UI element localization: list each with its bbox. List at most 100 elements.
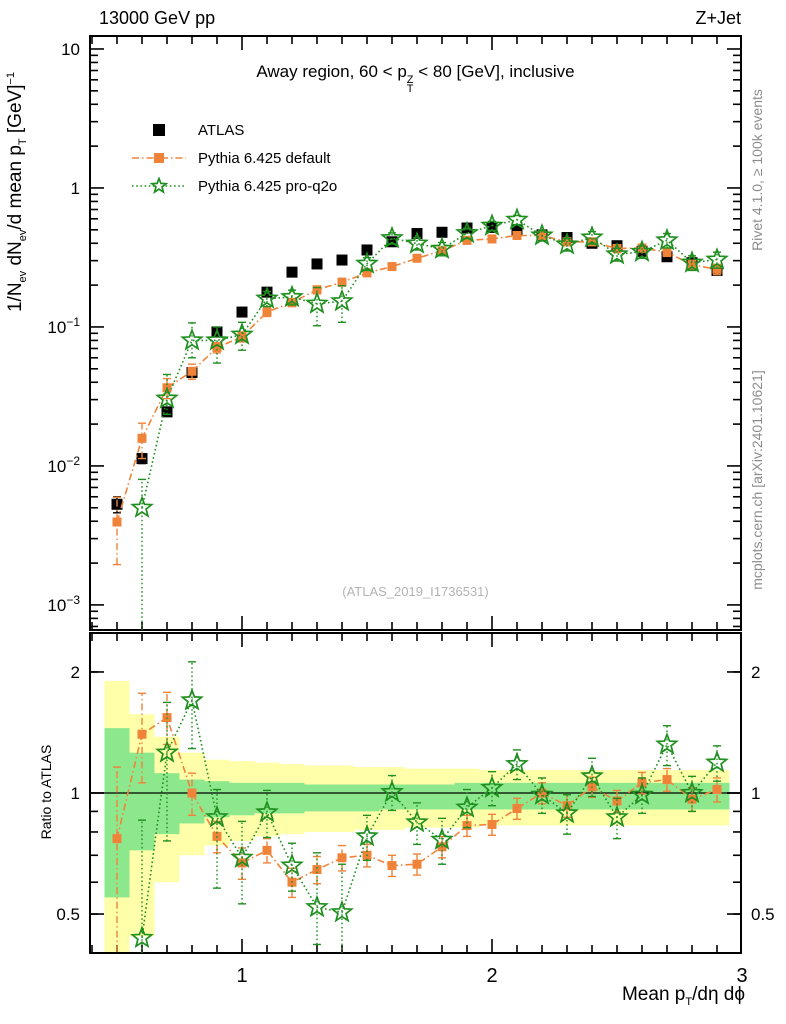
data-point <box>212 343 222 353</box>
data-point <box>236 306 248 318</box>
xlab-p2: /dη dϕ <box>692 984 745 1005</box>
data-point <box>387 861 397 871</box>
data-point <box>280 853 304 876</box>
panel-title-post: < 80 [GeV], inclusive <box>413 62 575 81</box>
legend-label-pythia-proq2o: Pythia 6.425 pro-q2o <box>198 177 338 195</box>
legend-label-pythia-default: Pythia 6.425 default <box>198 149 331 167</box>
y-axis-label-ratio: Ratio to ATLAS <box>38 744 54 840</box>
data-point <box>305 291 329 314</box>
data-point <box>505 207 529 230</box>
data-point <box>687 794 697 804</box>
series-line <box>141 697 718 939</box>
data-point <box>355 823 379 847</box>
data-point <box>505 751 529 775</box>
data-point <box>480 775 504 798</box>
data-point <box>380 225 404 249</box>
pt-z-sup: Z <box>406 74 414 86</box>
band-inner <box>429 784 455 810</box>
data-point <box>680 780 704 804</box>
x-tick-label: 2 <box>486 965 497 987</box>
ylab-p7: −1 <box>5 71 17 85</box>
ylab-p4: /d mean p <box>5 145 26 230</box>
series-pythia-6-425-pro-q2o <box>130 207 729 630</box>
data-point <box>630 782 654 805</box>
data-point <box>305 894 329 918</box>
data-point <box>655 731 679 755</box>
ylab-p5: T <box>17 138 29 146</box>
series-line <box>116 234 718 523</box>
data-point <box>187 366 197 376</box>
y-tick-label: 10−1 <box>47 315 80 337</box>
data-point <box>286 266 298 278</box>
data-point <box>112 517 122 527</box>
ylab-p2: dN <box>5 241 26 271</box>
legend-marker-glyph <box>132 176 186 194</box>
data-point <box>580 763 604 787</box>
analysis-watermark: (ATLAS_2019_I1736531) <box>342 584 489 599</box>
data-point <box>562 801 572 811</box>
data-point <box>462 821 472 831</box>
data-point <box>530 782 554 805</box>
data-point <box>262 845 272 855</box>
data-point <box>362 268 372 278</box>
ratio-tick-label-left: 0.5 <box>56 905 80 924</box>
band-inner <box>179 779 205 824</box>
data-point <box>705 247 729 270</box>
data-point <box>180 687 204 711</box>
data-point <box>512 804 522 814</box>
legend-item-atlas: ATLAS <box>130 116 337 144</box>
data-point <box>205 327 229 351</box>
legend-marker-pythia-proq2o <box>130 176 188 195</box>
data-point <box>155 386 179 409</box>
panel-title-pre: Away region, 60 < p <box>256 62 407 81</box>
legend-marker-glyph <box>153 124 165 136</box>
data-point <box>255 286 279 309</box>
ratio-tick-label-right: 1 <box>751 784 760 803</box>
data-point <box>230 845 254 868</box>
data-point <box>612 796 622 806</box>
data-point <box>387 262 397 272</box>
data-point <box>230 322 254 345</box>
band-inner <box>154 773 180 835</box>
legend-marker-pythia-default <box>130 149 188 167</box>
data-point <box>555 231 579 255</box>
data-point <box>455 220 479 244</box>
ylab-p3: ev <box>17 229 29 242</box>
band-inner <box>354 784 380 812</box>
ratio-tick-label-right: 0.5 <box>751 905 775 924</box>
data-point <box>262 307 272 317</box>
x-tick-label: 1 <box>236 965 247 987</box>
data-point <box>330 899 354 923</box>
data-point <box>662 775 672 785</box>
x-axis-label: Mean pT/dη dϕ <box>622 984 745 1008</box>
data-point <box>255 799 279 823</box>
data-point <box>555 800 579 824</box>
data-point <box>480 213 504 236</box>
series-pythia-6-425-default <box>112 230 722 566</box>
data-point <box>312 865 322 875</box>
data-point <box>312 285 322 295</box>
legend-label-atlas: ATLAS <box>198 121 245 139</box>
legend-marker-atlas <box>130 121 188 139</box>
data-point <box>662 247 672 257</box>
data-point <box>112 834 122 844</box>
legend: ATLAS Pythia 6.425 default Pythia 6.425 … <box>130 116 337 200</box>
data-point <box>580 224 604 248</box>
data-point <box>712 264 722 274</box>
beam-title: 13000 GeV pp <box>99 8 216 28</box>
data-point <box>430 827 454 850</box>
data-point <box>605 804 629 828</box>
data-point <box>605 241 629 265</box>
data-point <box>680 250 704 273</box>
y-tick-label: 1 <box>71 179 80 198</box>
ratio-tick-label-right: 2 <box>751 663 760 682</box>
data-point <box>155 740 179 763</box>
band-inner <box>254 782 280 814</box>
data-point <box>530 222 554 246</box>
band-inner <box>329 784 355 812</box>
series-line <box>141 218 718 508</box>
data-point <box>430 236 454 259</box>
